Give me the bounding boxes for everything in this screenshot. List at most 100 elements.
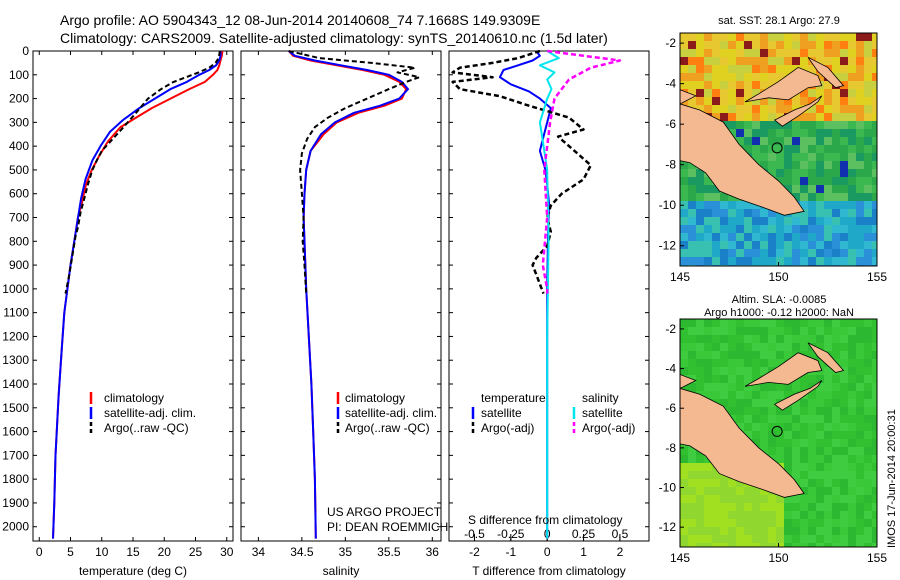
map-cell [744,145,753,154]
diff-top-xlabel: S difference from climatology [468,513,623,527]
map-cell [704,193,713,202]
map-cell [872,383,877,392]
map-cell [744,407,753,416]
map-cell [760,113,769,122]
map-cell [848,527,857,536]
map-cell [840,319,849,328]
land-mass [680,103,805,216]
map-cell [768,161,777,170]
map-cell [864,423,873,432]
x-tick-label: 35 [339,545,353,559]
map-cell [784,407,793,416]
map-cell [720,487,729,496]
map-cell [776,105,785,114]
map-cell [848,201,857,210]
map-cell [800,257,809,266]
map-cell [792,57,801,66]
map-cell [800,121,809,130]
map-cell [704,471,713,480]
map-cell [784,153,793,162]
map-cell [864,257,873,266]
map-cell [704,105,713,114]
depth-tick-label: 800 [9,234,29,248]
map-cell [760,145,769,154]
map-cell [784,351,793,360]
map-cell [848,49,857,58]
map-cell [736,423,745,432]
map-cell [872,233,877,242]
map-cell [728,129,737,138]
map-cell [808,113,817,122]
map-cell [824,527,833,536]
map-cell [736,89,745,98]
map-cell [824,423,833,432]
map-cell [768,121,777,130]
map-cell [704,97,713,106]
map-cell [784,169,793,178]
map-cell [696,319,705,328]
map-cell [856,65,865,74]
map-cell [760,81,769,90]
map-cell [800,217,809,226]
map-cell [728,249,737,258]
map-cell [848,121,857,130]
map-cell [792,407,801,416]
map-cell [720,511,729,520]
map-cell [840,209,849,218]
map-cell [816,241,825,250]
map-cell [704,535,713,544]
map-cell [816,257,825,266]
map-cell [784,455,793,464]
map-cell [704,89,713,98]
map-cell [792,431,801,440]
map-cell [680,177,689,186]
map-cell [720,543,729,547]
map-cell [856,193,865,202]
map-cell [696,257,705,266]
map-cell [752,351,761,360]
map-cell [712,225,721,234]
map-cell [688,511,697,520]
map-cell [752,383,761,392]
map-cell [680,217,689,226]
map-cell [840,391,849,400]
map-cell [776,217,785,226]
map-cell [808,463,817,472]
map-cell [872,241,877,250]
map-cell [752,65,761,74]
map-cell [760,129,769,138]
map-cell [744,415,753,424]
map-cell [792,121,801,130]
map-cell [768,351,777,360]
diff-legend-salinity-title: salinity [582,391,619,405]
map-cell [776,137,785,146]
map-cell [712,511,721,520]
map-cell [840,89,849,98]
map-cell [856,471,865,480]
map-cell [872,49,877,58]
map-cell [744,511,753,520]
map-cell [800,145,809,154]
map-cell [840,375,849,384]
map-cell [736,479,745,488]
map-cell [848,455,857,464]
map-cell [800,327,809,336]
map-cell [704,335,713,344]
map-cell [720,225,729,234]
map-cell [728,327,737,336]
map-cell [688,225,697,234]
map-cell [848,57,857,66]
map-cell [776,73,785,82]
map-cell [864,375,873,384]
map-cell [760,33,769,42]
map-cell [816,407,825,416]
map-cell [768,57,777,66]
x-top-tick-label: 0.25 [572,527,596,541]
map-cell [856,359,865,368]
map-cell [760,121,769,130]
map-cell [728,503,737,512]
map-cell [760,519,769,528]
map-cell [800,471,809,480]
map-cell [864,511,873,520]
